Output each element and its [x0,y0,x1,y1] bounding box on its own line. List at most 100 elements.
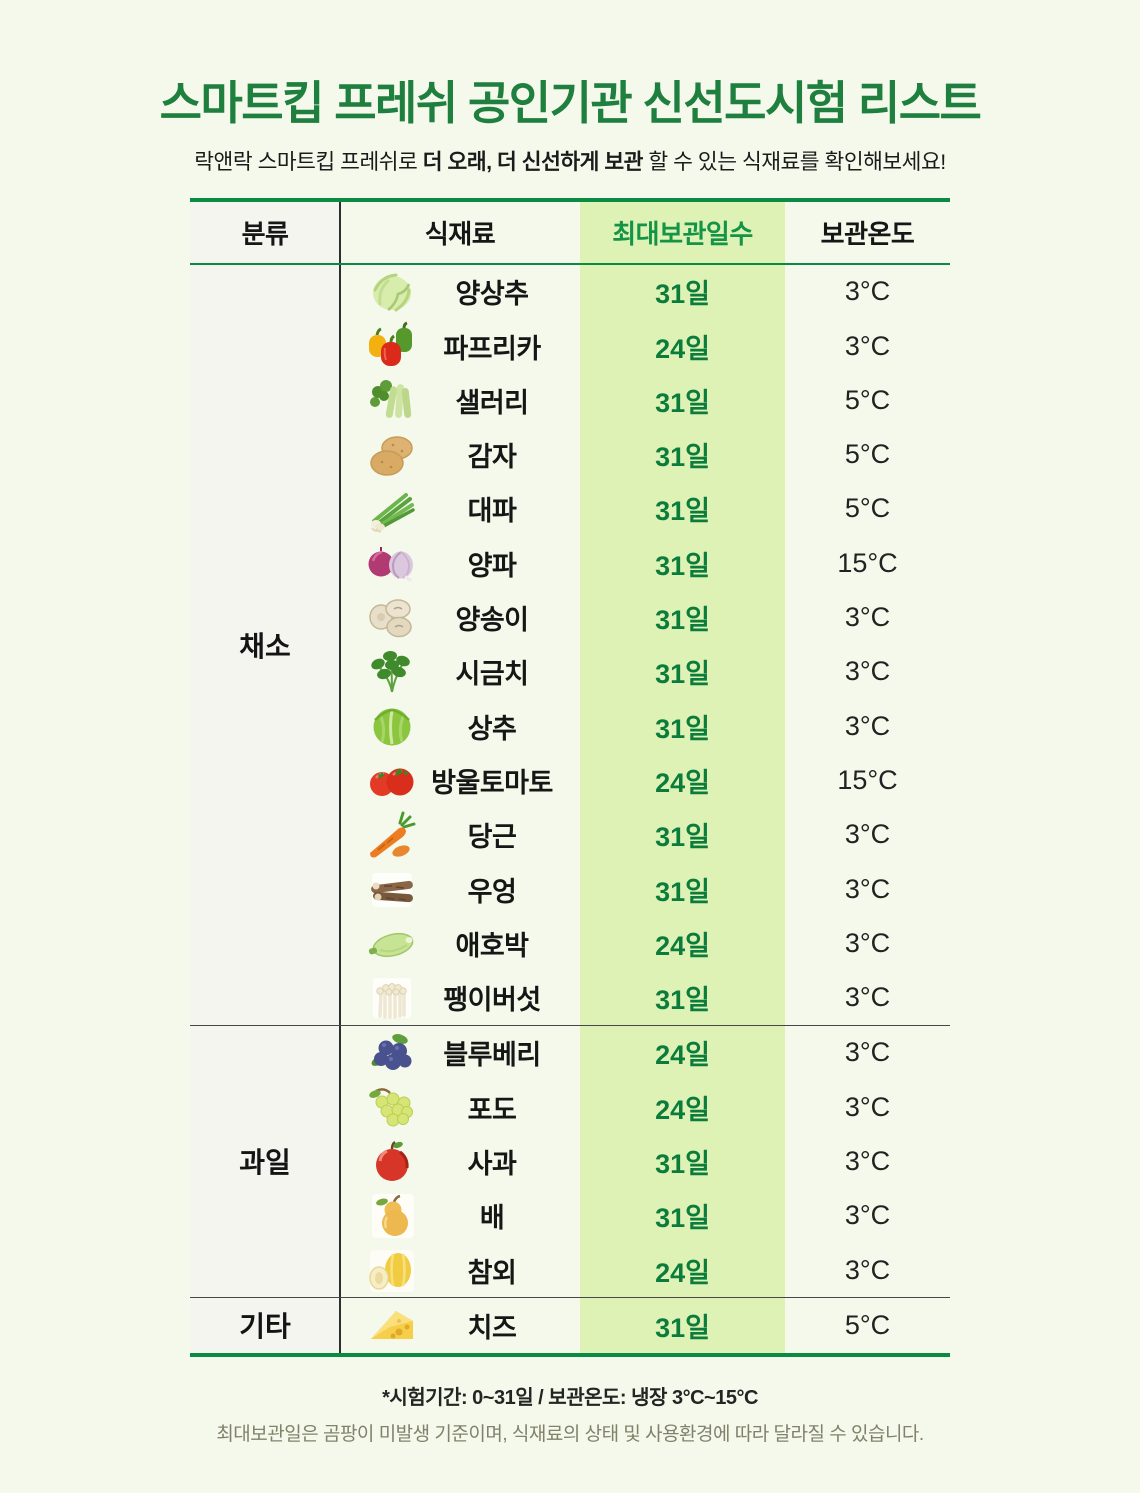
food-name: 팽이버섯 [443,985,541,1016]
green-grape-icon [366,1081,418,1133]
subtitle-suffix: 할 수 있는 식재료를 확인해보세요! [642,149,946,174]
food-cell: 우엉 [340,863,580,915]
table-row: 블루베리 24일 3°C [340,1026,950,1080]
food-cell: 팽이버섯 [340,972,580,1024]
max-days-value: 24일 [655,1040,710,1071]
page-subtitle: 락앤락 스마트킵 프레쉬로 더 오래, 더 신선하게 보관 할 수 있는 식재료… [0,145,1140,176]
food-name: 참외 [467,1257,517,1288]
food-name: 시금치 [455,659,529,690]
korean-melon-icon [366,1244,418,1296]
table-row: 포도 24일 3°C [340,1080,950,1134]
section-rows: 양상추 31일 3°C 파프리카 24일 3°C 샐러리 31일 5°C 감자 31일 5°C 대파 31… [340,265,950,1025]
food-cell: 샐러리 [340,374,580,426]
green-lettuce-icon [366,700,418,752]
cherry-tomato-icon [366,754,418,806]
food-name: 파프리카 [443,333,541,364]
blueberry-icon [366,1027,418,1079]
max-days-value: 24일 [655,1094,710,1125]
max-days-value: 31일 [655,496,710,527]
apple-icon [366,1135,418,1187]
category-column-bg [190,201,340,1353]
table-section-others: 기타 치즈 31일 5°C [190,1297,950,1352]
food-cell: 감자 [340,429,580,481]
table-row: 우엉 31일 3°C [340,862,950,916]
header-category: 분류 [241,218,289,249]
food-name: 당근 [467,822,517,853]
storage-temp-value: 3°C [844,1254,891,1285]
table-row: 샐러리 31일 5°C [340,373,950,427]
enoki-icon [366,972,418,1024]
storage-temp-value: 3°C [844,1200,891,1231]
storage-temp-value: 3°C [844,330,891,361]
storage-temp-value: 5°C [844,384,891,415]
storage-temp-value: 3°C [844,982,891,1013]
food-name: 애호박 [455,930,529,961]
max-days-value: 24일 [655,767,710,798]
section-rows: 블루베리 24일 3°C 포도 24일 3°C 사과 31일 3°C 배 31일 3°C 참외 24일 3°… [340,1026,950,1297]
food-cell: 방울토마토 [340,754,580,806]
max-days-value: 31일 [655,1148,710,1179]
table-row: 시금치 31일 3°C [340,645,950,699]
mushroom-icon [366,592,418,644]
table-row: 감자 31일 5°C [340,427,950,481]
potato-icon [366,429,418,481]
storage-temp-value: 3°C [844,656,891,687]
max-days-value: 31일 [655,550,710,581]
table-row: 참외 24일 3°C [340,1243,950,1297]
food-name: 치즈 [467,1312,517,1343]
pear-icon [366,1190,418,1242]
food-cell: 참외 [340,1244,580,1296]
table-section-fruits: 과일 블루베리 24일 3°C 포도 24일 3°C 사과 31일 3°C 배 31일 3°C 참외 24일… [190,1024,950,1297]
storage-temp-value: 15°C [837,764,898,795]
header-max-days: 최대보관일수 [612,218,753,249]
page-title: 스마트킵 프레쉬 공인기관 신선도시험 리스트 [159,77,982,129]
scallion-icon [366,483,418,535]
subtitle-prefix: 락앤락 스마트킵 프레쉬로 [194,149,423,174]
food-name: 감자 [467,442,517,473]
section-rows: 치즈 31일 5°C [340,1298,950,1352]
storage-temp-value: 15°C [837,547,898,578]
max-days-value: 31일 [655,659,710,690]
max-days-value: 31일 [655,876,710,907]
table-section-vegetables: 채소 양상추 31일 3°C 파프리카 24일 3°C 샐러리 31일 5°C 감자 31일 5°C 대파… [190,265,950,1025]
spinach-icon [366,646,418,698]
food-cell: 파프리카 [340,320,580,372]
max-days-value: 24일 [655,333,710,364]
food-name: 사과 [467,1148,517,1179]
food-cell: 포도 [340,1081,580,1133]
header-food: 식재료 [424,218,496,249]
food-cell: 치즈 [340,1299,580,1351]
storage-temp-value: 3°C [844,1091,891,1122]
food-cell: 배 [340,1190,580,1242]
footnote-test-conditions: *시험기간: 0~31일 / 보관온도: 냉장 3°C~15°C [382,1386,758,1409]
storage-temp-value: 5°C [844,493,891,524]
burdock-icon [366,863,418,915]
max-days-value: 31일 [655,605,710,636]
onion-icon [366,537,418,589]
food-cell: 시금치 [340,646,580,698]
column-divider-line [339,201,341,1353]
table-body: 채소 양상추 31일 3°C 파프리카 24일 3°C 샐러리 31일 5°C 감자 31일 5°C 대파… [190,265,950,1353]
footnote-disclaimer: 최대보관일은 곰팡이 미발생 기준이며, 식재료의 상태 및 사용환경에 따라 … [216,1423,924,1445]
paprika-icon [366,320,418,372]
food-name: 대파 [467,496,517,527]
food-name: 양파 [467,550,517,581]
food-cell: 양송이 [340,592,580,644]
table-row: 상추 31일 3°C [340,699,950,753]
food-name: 우엉 [467,876,517,907]
food-name: 상추 [467,713,517,744]
food-cell: 사과 [340,1135,580,1187]
storage-temp-value: 3°C [844,873,891,904]
table-row: 치즈 31일 5°C [340,1298,950,1352]
table-row: 당근 31일 3°C [340,808,950,862]
max-days-value: 31일 [655,1312,710,1343]
food-cell: 애호박 [340,917,580,969]
table-header-row: 분류 식재료 최대보관일수 보관온도 [190,202,950,265]
max-days-value: 24일 [655,1257,710,1288]
max-days-value: 31일 [655,713,710,744]
storage-temp-value: 3°C [844,927,891,958]
storage-temp-value: 3°C [844,276,891,307]
table-row: 팽이버섯 31일 3°C [340,970,950,1024]
storage-temp-value: 3°C [844,1037,891,1068]
